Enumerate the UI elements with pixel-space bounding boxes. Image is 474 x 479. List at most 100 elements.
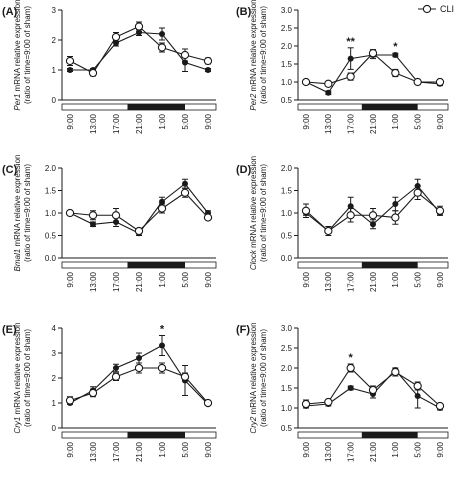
significance-marker: * (393, 41, 398, 53)
x-tick-label: 17:00 (112, 113, 121, 134)
data-point (368, 385, 378, 395)
y-tick-label: 1.0 (45, 209, 57, 218)
y-tick-label: 1.5 (281, 187, 293, 196)
x-tick-label: 5:00 (181, 113, 190, 129)
y-tick-label: 3 (52, 6, 57, 15)
data-point (65, 208, 75, 218)
x-tick-label: 9:00 (66, 271, 75, 287)
significance-marker: ** (346, 36, 355, 48)
data-point (203, 56, 213, 66)
data-point (88, 388, 98, 398)
x-tick-label: 9:00 (204, 441, 213, 457)
data-point (391, 367, 400, 377)
panel-label: (F) (236, 324, 250, 336)
legend-marker (422, 4, 432, 14)
data-point (368, 211, 378, 220)
data-point (413, 77, 422, 87)
x-tick-label: 5:00 (413, 441, 422, 457)
x-tick-label: 9:00 (302, 113, 311, 129)
x-tick-label: 13:00 (89, 441, 98, 462)
data-point (413, 188, 422, 197)
data-point (134, 363, 144, 373)
series-open (65, 21, 213, 78)
y-axis-title-suffix: mRNA relative expression (249, 0, 258, 94)
data-point (157, 204, 167, 213)
x-tick-label: 13:00 (324, 271, 333, 292)
x-tick-label: 5:00 (413, 271, 422, 287)
gene-name: Cry1 (13, 417, 22, 434)
data-point (347, 385, 354, 391)
x-tick-label: 21:00 (369, 441, 378, 462)
y-axis-title: Cry2 mRNA relative expression (249, 322, 258, 433)
gene-name: Bmal1 (13, 249, 22, 272)
x-tick-label: 17:00 (112, 441, 121, 462)
x-tick-label: 9:00 (66, 113, 75, 129)
x-tick-label: 1:00 (158, 441, 167, 457)
gene-name: Per1 (13, 94, 22, 111)
y-axis-subtitle: (ratio of time=9:00 of sham) (259, 164, 268, 262)
data-point (136, 355, 142, 361)
dark-phase-bar (361, 262, 418, 268)
y-axis-title-suffix: mRNA relative expression (249, 322, 258, 416)
data-point (346, 363, 355, 373)
x-tick-label: 1:00 (158, 113, 167, 129)
data-point (65, 396, 75, 405)
panel-d: (D) 0.0 0.5 1.0 1.5 2.0 9:00 13:00 17:00 21:00 1:0… (236, 156, 449, 292)
y-axis-title: Bmal1 mRNA relative expression (13, 155, 22, 272)
x-tick-label: 9:00 (66, 441, 75, 457)
data-point (113, 365, 119, 371)
x-tick-label: 9:00 (204, 271, 213, 287)
dark-phase-bar (127, 104, 185, 110)
y-tick-label: 1.5 (45, 187, 57, 196)
data-point (203, 398, 213, 408)
y-tick-label: 2.5 (281, 24, 293, 33)
panel-c: (C) 0.0 0.5 1.0 1.5 2.0 9:00 13:00 17:00 21:00 1:0… (2, 155, 217, 292)
x-tick-label: 21:00 (135, 441, 144, 462)
x-tick-label: 21:00 (369, 113, 378, 134)
legend-label: CLI (440, 4, 454, 14)
y-axis-subtitle: (ratio of time=9:00 of sham) (23, 164, 32, 262)
y-tick-label: 2.0 (281, 364, 293, 373)
data-point (159, 342, 165, 349)
y-axis-subtitle: (ratio of time=9:00 of sham) (23, 329, 32, 427)
series-open (65, 362, 213, 408)
x-tick-label: 9:00 (302, 271, 311, 287)
data-point (413, 381, 422, 391)
data-point (159, 198, 165, 205)
x-tick-label: 9:00 (302, 441, 311, 457)
data-point (301, 77, 311, 87)
data-point (324, 79, 333, 88)
y-tick-label: 0.5 (281, 424, 293, 433)
data-point (159, 31, 165, 37)
x-tick-label: 21:00 (135, 113, 144, 134)
y-tick-label: 1.5 (281, 60, 293, 69)
data-point (370, 221, 376, 228)
y-tick-label: 3.0 (281, 324, 293, 333)
x-tick-label: 5:00 (181, 441, 190, 457)
data-point (203, 213, 213, 222)
dark-phase-bar (361, 104, 418, 110)
y-tick-label: 0 (52, 96, 57, 105)
y-tick-label: 2.5 (281, 344, 293, 353)
x-tick-label: 17:00 (112, 271, 121, 292)
x-tick-label: 21:00 (135, 271, 144, 292)
data-point (111, 32, 121, 42)
data-point (180, 188, 190, 197)
dark-phase-bar (127, 432, 185, 438)
y-tick-label: 1 (52, 399, 57, 408)
panel-label: (E) (2, 324, 17, 336)
x-tick-label: 1:00 (391, 113, 400, 129)
data-point (301, 206, 311, 215)
y-axis-title-suffix: mRNA relative expression (13, 322, 22, 416)
data-point (368, 49, 378, 58)
x-tick-label: 9:00 (436, 271, 445, 287)
data-point (88, 68, 98, 78)
data-point (347, 203, 354, 210)
series-open (301, 185, 445, 236)
y-axis-title-suffix: mRNA relative expression (249, 156, 258, 250)
x-tick-label: 9:00 (436, 441, 445, 457)
data-point (157, 363, 167, 373)
panel-b: (B) 0.5 1.0 1.5 2.0 2.5 3.0 9:00 13:00 17:00 21:00… (236, 0, 449, 134)
